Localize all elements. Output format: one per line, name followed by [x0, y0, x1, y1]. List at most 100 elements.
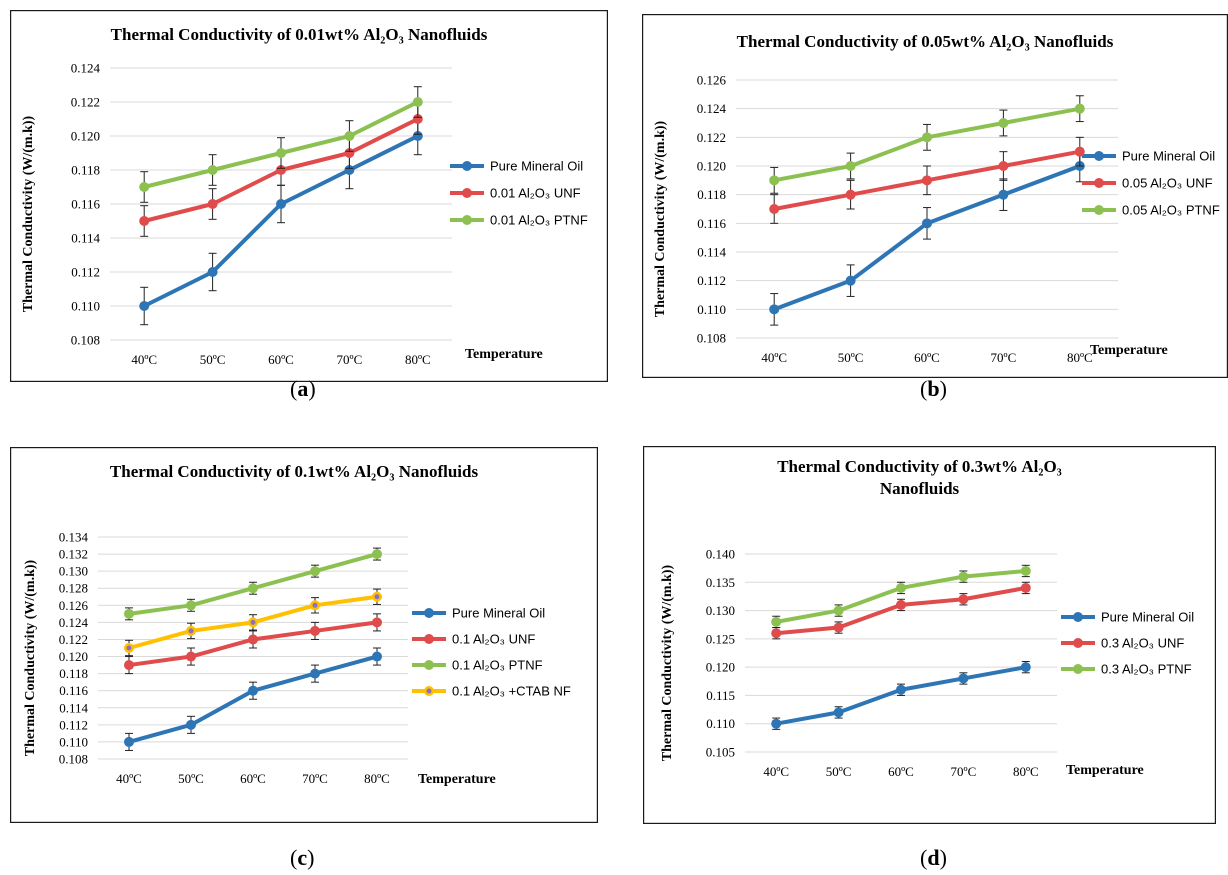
- data-point: [1020, 565, 1031, 576]
- chart-frame: [10, 447, 598, 823]
- y-tick-label: 0.108: [59, 752, 88, 767]
- y-tick-label: 0.120: [706, 660, 735, 675]
- chart-title: Nanofluids: [880, 479, 960, 498]
- data-point: [276, 199, 286, 209]
- data-point: [896, 684, 906, 695]
- y-tick-label: 0.124: [59, 615, 89, 630]
- series-1: [124, 613, 382, 675]
- data-point: [896, 582, 906, 593]
- x-tick-label: 80ºC: [1013, 764, 1039, 779]
- y-tick-label: 0.122: [59, 632, 88, 647]
- y-tick-label: 0.124: [71, 61, 101, 76]
- data-point: [1020, 662, 1031, 673]
- y-tick-label: 0.124: [697, 101, 727, 116]
- data-point: [207, 267, 218, 277]
- y-tick-label: 0.128: [59, 581, 88, 596]
- data-point: [1074, 103, 1085, 114]
- series-3: [124, 588, 382, 657]
- legend-label: 0.01 Al₂O₃ PTNF: [490, 213, 588, 228]
- data-point: [186, 719, 196, 730]
- y-tick-label: 0.122: [71, 95, 100, 110]
- x-tick-label: 50ºC: [178, 771, 204, 786]
- data-point-center: [374, 594, 380, 600]
- data-point-center: [312, 602, 318, 608]
- x-tick-label: 40ºC: [761, 350, 787, 365]
- data-point: [344, 165, 355, 175]
- data-point: [1020, 582, 1031, 593]
- x-tick-label: 40ºC: [131, 352, 157, 367]
- data-point: [372, 651, 382, 662]
- data-point: [833, 605, 844, 616]
- y-axis-label: Thermal Conductivity (W/(m.k)): [21, 115, 36, 312]
- data-point: [958, 571, 969, 582]
- data-point: [958, 673, 969, 684]
- chart-frame: [10, 10, 608, 382]
- x-tick-label: 50ºC: [838, 350, 864, 365]
- legend-label: 0.3 Al₂O₃ UNF: [1101, 636, 1184, 651]
- y-tick-label: 0.120: [59, 649, 88, 664]
- series-2: [771, 564, 1031, 629]
- y-tick-label: 0.130: [706, 603, 735, 618]
- chart-c: Thermal Conductivity of 0.1wt% Al₂O₃ Nan…: [10, 447, 598, 823]
- data-point: [344, 131, 355, 141]
- legend-swatch-marker: [424, 660, 434, 670]
- data-point: [922, 132, 932, 143]
- y-tick-label: 0.110: [71, 299, 100, 314]
- data-point: [310, 625, 320, 636]
- y-tick-label: 0.108: [71, 333, 100, 348]
- data-point: [769, 304, 780, 315]
- data-point-center: [126, 645, 132, 651]
- data-point: [1074, 146, 1085, 157]
- y-tick-label: 0.112: [59, 717, 88, 732]
- data-point: [412, 131, 423, 141]
- legend-swatch-marker: [1094, 205, 1104, 215]
- legend-swatch-marker: [1094, 178, 1104, 188]
- y-tick-label: 0.126: [59, 598, 89, 613]
- caption-a: (a): [290, 376, 316, 401]
- x-tick-label: 40ºC: [763, 764, 789, 779]
- chart-frame: [643, 446, 1216, 824]
- legend-label: Pure Mineral Oil: [452, 606, 545, 621]
- series-0: [771, 660, 1031, 730]
- x-tick-label: 70ºC: [302, 771, 328, 786]
- y-tick-label: 0.126: [697, 73, 727, 88]
- y-tick-label: 0.120: [697, 159, 726, 174]
- data-point: [207, 165, 218, 175]
- x-tick-label: 60ºC: [888, 764, 914, 779]
- y-tick-label: 0.135: [706, 575, 735, 590]
- data-point: [769, 204, 780, 214]
- y-tick-label: 0.112: [697, 273, 726, 288]
- x-tick-label: 50ºC: [826, 764, 852, 779]
- data-point: [833, 622, 844, 633]
- data-point: [958, 594, 969, 605]
- chart-title: Thermal Conductivity of 0.01wt% Al₂O₃ Na…: [111, 25, 488, 44]
- data-point: [771, 616, 782, 627]
- x-axis-label: Temperature: [1066, 763, 1144, 778]
- series-2: [139, 86, 423, 203]
- y-tick-label: 0.118: [71, 163, 100, 178]
- data-point: [833, 707, 844, 718]
- data-point: [845, 275, 856, 286]
- y-tick-label: 0.108: [697, 331, 726, 346]
- y-tick-label: 0.132: [59, 547, 88, 562]
- legend-swatch-marker: [462, 161, 472, 171]
- data-point: [139, 301, 150, 311]
- x-tick-label: 40ºC: [116, 771, 142, 786]
- x-tick-label: 80ºC: [1067, 350, 1093, 365]
- data-point: [248, 634, 258, 645]
- x-tick-label: 70ºC: [951, 764, 977, 779]
- x-axis-label: Temperature: [1090, 343, 1168, 358]
- caption-b: (b): [920, 376, 947, 401]
- y-axis-label: Thermal Conductivity (W/(m.k)): [660, 564, 675, 761]
- legend-swatch-marker: [462, 215, 472, 225]
- data-point: [922, 218, 932, 229]
- data-point: [771, 628, 782, 639]
- caption-d: (d): [920, 845, 947, 870]
- legend-label: 0.1 Al₂O₃ +CTAB NF: [452, 684, 571, 699]
- data-point: [998, 161, 1009, 171]
- y-tick-label: 0.114: [59, 700, 88, 715]
- chart-panel-b: Thermal Conductivity of 0.05wt% Al₂O₃ Na…: [642, 14, 1228, 378]
- data-point: [276, 165, 286, 175]
- data-point: [207, 199, 218, 209]
- legend-swatch-marker: [1073, 612, 1083, 622]
